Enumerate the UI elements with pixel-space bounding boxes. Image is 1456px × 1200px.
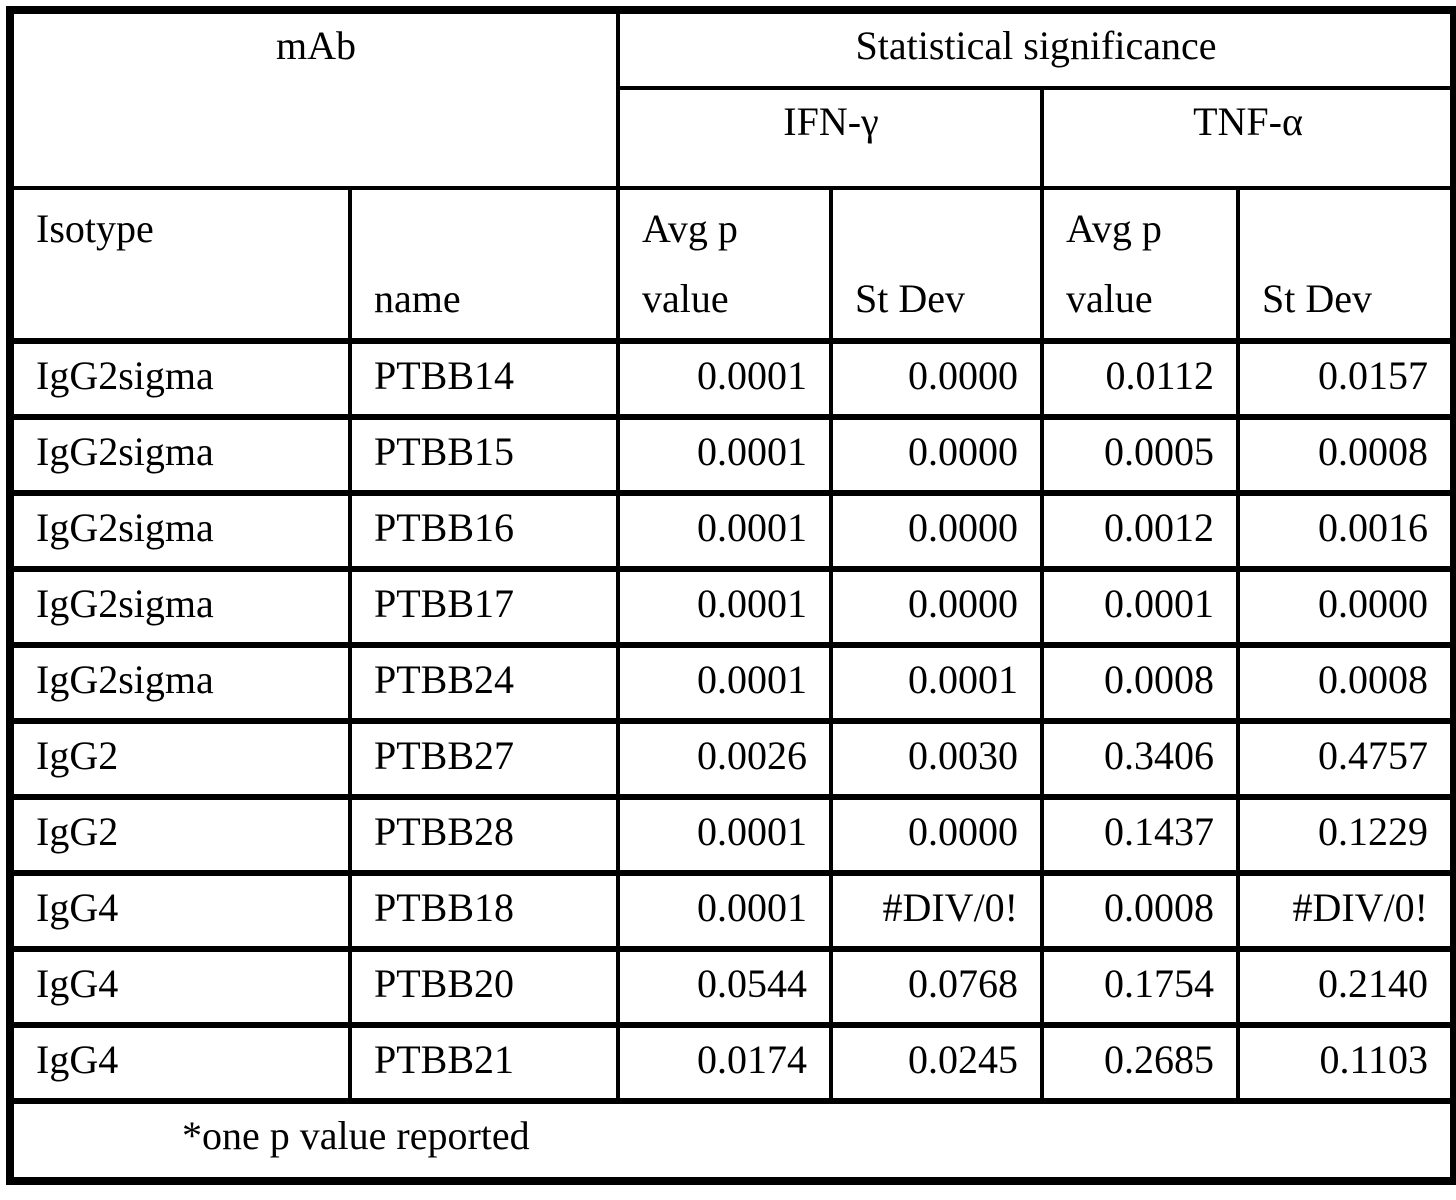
ifn-stdev-column-header: St Dev [829,186,1044,343]
cell-ifn-st-dev: 0.0000 [829,414,1044,496]
cell-tnf-avg-p: 0.0012 [1040,490,1240,572]
cell-tnf-avg-p: 0.0008 [1040,642,1240,724]
value-label: value [642,276,729,321]
table-row: IgG2sigma PTBB15 0.0001 0.0000 0.0005 0.… [8,414,1456,496]
column-header-row: Isotype name Avg p value St Dev Avg p va… [8,186,1456,343]
cell-ifn-avg-p: 0.0174 [616,1022,833,1104]
cell-name: PTBB28 [348,794,620,876]
cell-tnf-st-dev: 0.1229 [1236,794,1456,876]
cell-tnf-avg-p: 0.1437 [1040,794,1240,876]
cell-ifn-avg-p: 0.0001 [616,490,833,572]
cell-ifn-avg-p: 0.0001 [616,642,833,724]
cell-tnf-avg-p: 0.2685 [1040,1022,1240,1104]
cell-isotype: IgG4 [8,946,352,1028]
avg-p-label: Avg p [642,206,738,251]
cell-tnf-st-dev: 0.1103 [1236,1022,1456,1104]
cell-name: PTBB18 [348,870,620,952]
table-row: IgG2sigma PTBB14 0.0001 0.0000 0.0112 0.… [8,338,1456,420]
name-label: name [374,276,461,321]
value-label: value [1066,276,1153,321]
cell-ifn-avg-p: 0.0001 [616,566,833,648]
table-row: IgG2sigma PTBB24 0.0001 0.0001 0.0008 0.… [8,642,1456,724]
cell-ifn-st-dev: 0.0000 [829,490,1044,572]
isotype-label: Isotype [36,206,154,251]
cell-ifn-avg-p: 0.0001 [616,870,833,952]
cell-name: PTBB16 [348,490,620,572]
cell-isotype: IgG4 [8,1022,352,1104]
cell-name: PTBB27 [348,718,620,800]
tnf-avg-p-column-header: Avg p value [1040,186,1240,343]
cell-ifn-avg-p: 0.0544 [616,946,833,1028]
st-dev-label: St Dev [855,276,965,321]
cell-tnf-st-dev: 0.0000 [1236,566,1456,648]
table-row: IgG4 PTBB18 0.0001 #DIV/0! 0.0008 #DIV/0… [8,870,1456,952]
tnf-alpha-header-cell: TNF-α [1040,86,1456,190]
cell-isotype: IgG2sigma [8,338,352,420]
cell-ifn-avg-p: 0.0026 [616,718,833,800]
tnf-stdev-column-header: St Dev [1236,186,1456,343]
st-dev-label: St Dev [1262,276,1372,321]
cell-ifn-st-dev: 0.0000 [829,566,1044,648]
name-column-header: name [348,186,620,343]
cell-ifn-st-dev: 0.0245 [829,1022,1044,1104]
cell-isotype: IgG2 [8,718,352,800]
ifn-gamma-header-cell: IFN-γ [616,86,1044,190]
ifn-avg-p-column-header: Avg p value [616,186,833,343]
cell-ifn-avg-p: 0.0001 [616,338,833,420]
cell-isotype: IgG2sigma [8,566,352,648]
cell-name: PTBB15 [348,414,620,496]
statistical-significance-header-cell: Statistical significance [616,8,1456,90]
cell-ifn-st-dev: #DIV/0! [829,870,1044,952]
cell-ifn-avg-p: 0.0001 [616,414,833,496]
table-row: IgG2 PTBB27 0.0026 0.0030 0.3406 0.4757 [8,718,1456,800]
cell-ifn-st-dev: 0.0001 [829,642,1044,724]
header-row-2: IFN-γ TNF-α [10,86,1456,190]
header-row-1: mAb Statistical significance [8,8,1456,190]
cell-tnf-st-dev: 0.0016 [1236,490,1456,572]
cell-name: PTBB24 [348,642,620,724]
cell-ifn-st-dev: 0.0030 [829,718,1044,800]
cell-tnf-avg-p: 0.0112 [1040,338,1240,420]
cell-tnf-avg-p: 0.0008 [1040,870,1240,952]
cell-isotype: IgG4 [8,870,352,952]
cell-tnf-st-dev: 0.0008 [1236,414,1456,496]
table-row: IgG2 PTBB28 0.0001 0.0000 0.1437 0.1229 [8,794,1456,876]
cell-tnf-avg-p: 0.3406 [1040,718,1240,800]
cell-tnf-st-dev: 0.4757 [1236,718,1456,800]
cell-isotype: IgG2sigma [8,414,352,496]
cell-tnf-st-dev: 0.2140 [1236,946,1456,1028]
table-row: IgG4 PTBB21 0.0174 0.0245 0.2685 0.1103 [8,1022,1456,1104]
footnote: *one p value reported [8,1099,1456,1183]
cell-name: PTBB14 [348,338,620,420]
footnote-row: *one p value reported [8,1099,1456,1183]
cell-ifn-avg-p: 0.0001 [616,794,833,876]
cell-isotype: IgG2sigma [8,490,352,572]
isotype-column-header: Isotype [8,186,352,343]
mab-header-cell: mAb [8,8,620,190]
cell-name: PTBB17 [348,566,620,648]
avg-p-label: Avg p [1066,206,1162,251]
cell-ifn-st-dev: 0.0000 [829,794,1044,876]
table-row: IgG2sigma PTBB16 0.0001 0.0000 0.0012 0.… [8,490,1456,572]
cell-ifn-st-dev: 0.0768 [829,946,1044,1028]
cell-ifn-st-dev: 0.0000 [829,338,1044,420]
cell-tnf-avg-p: 0.1754 [1040,946,1240,1028]
cell-isotype: IgG2sigma [8,642,352,724]
cell-tnf-st-dev: 0.0008 [1236,642,1456,724]
cell-tnf-st-dev: #DIV/0! [1236,870,1456,952]
cell-tnf-st-dev: 0.0157 [1236,338,1456,420]
cell-isotype: IgG2 [8,794,352,876]
significance-table: mAb Statistical significance IFN-γ TNF-α… [6,6,1456,1185]
cell-tnf-avg-p: 0.0001 [1040,566,1240,648]
cell-name: PTBB20 [348,946,620,1028]
table-row: IgG4 PTBB20 0.0544 0.0768 0.1754 0.2140 [8,946,1456,1028]
cell-name: PTBB21 [348,1022,620,1104]
cell-tnf-avg-p: 0.0005 [1040,414,1240,496]
table-row: IgG2sigma PTBB17 0.0001 0.0000 0.0001 0.… [8,566,1456,648]
